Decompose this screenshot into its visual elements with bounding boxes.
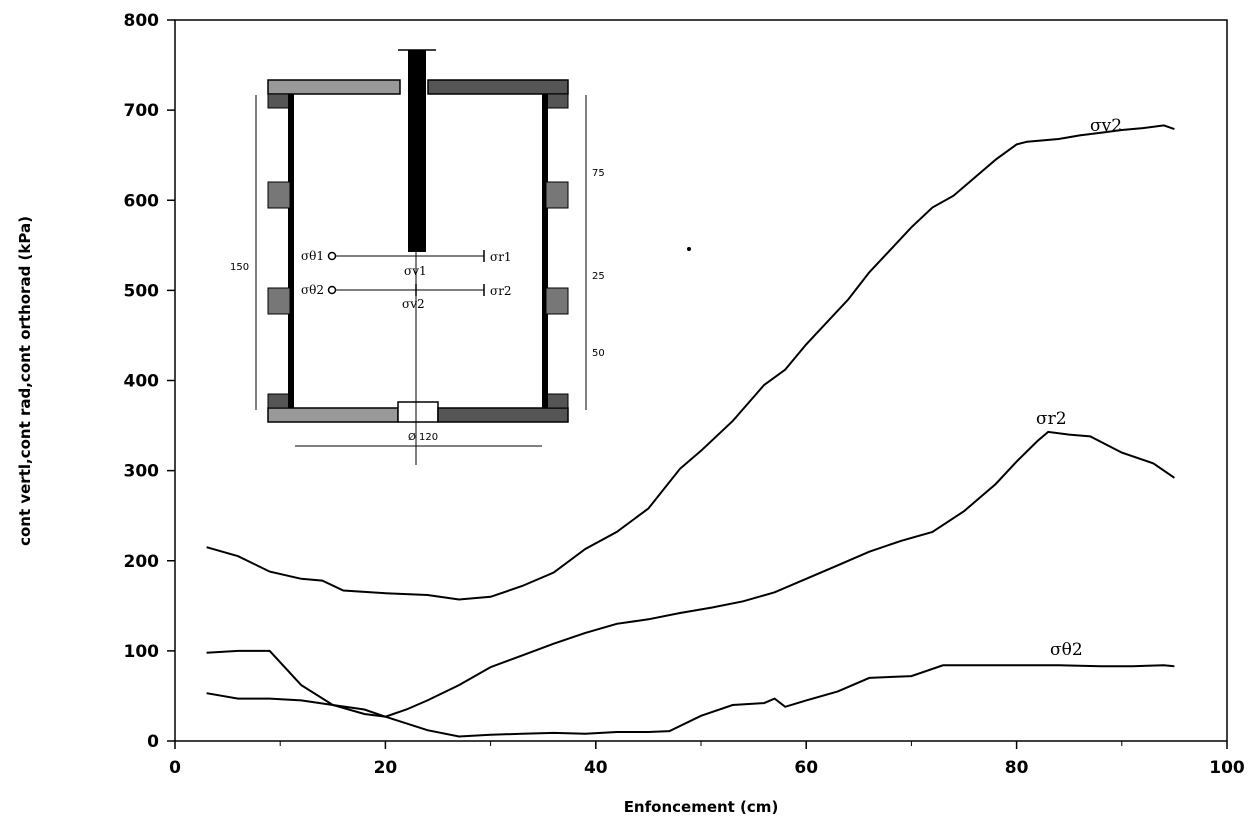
series-label-sigma-v2: σv2 [1090,116,1122,136]
y-axis-title: cont vertl,cont rad,cont orthorad (kPa) [16,216,34,546]
svg-text:75: 75 [592,168,605,179]
x-tick-label: 0 [169,758,181,778]
plot-frame [174,19,1228,742]
scan-speck [687,247,691,251]
y-tick-label: 100 [124,642,160,662]
x-tick-label: 20 [374,758,398,778]
x-tick-label: 80 [1005,758,1029,778]
series-line-1 [206,430,1175,718]
series-label-sigma-r2: σr2 [1036,409,1067,429]
y-tick-label: 600 [124,191,160,211]
svg-text:σr1: σr1 [490,250,512,264]
svg-text:σr2: σr2 [490,284,512,298]
y-tick-label: 700 [124,101,160,121]
svg-text:Ø 120: Ø 120 [408,431,438,443]
x-tick-label: 100 [1209,758,1245,778]
x-tick-label: 60 [794,758,818,778]
y-axis-ticks: 0 100 200 300 400 500 600 700 800 [124,11,175,752]
series-label-sigma-theta2: σθ2 [1050,640,1083,660]
svg-text:σv1: σv1 [404,264,427,278]
svg-text:25: 25 [592,271,605,282]
y-tick-label: 500 [124,281,160,301]
inset-schematic: σθ1 σr1 σv1 σθ2 σr2 σv2 150 75 25 50 Ø 1… [230,49,605,465]
x-tick-label: 40 [584,758,608,778]
series-lines [206,124,1175,738]
svg-text:σθ1: σθ1 [301,249,324,263]
svg-text:σθ2: σθ2 [301,283,324,297]
svg-text:σv2: σv2 [402,297,425,311]
svg-text:150: 150 [230,262,249,273]
y-tick-label: 200 [124,552,160,572]
series-line-2 [206,664,1175,738]
y-tick-label: 0 [147,732,159,752]
series-line-0 [206,124,1175,601]
y-tick-label: 400 [124,372,160,392]
x-axis-ticks: 0 20 40 60 80 100 [169,741,1245,778]
y-tick-label: 300 [124,462,160,482]
svg-text:50: 50 [592,348,605,359]
y-tick-label: 800 [124,11,160,31]
x-axis-title: Enfoncement (cm) [624,798,779,816]
